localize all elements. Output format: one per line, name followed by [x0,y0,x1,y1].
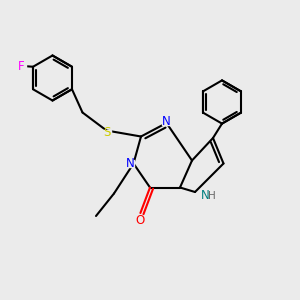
Text: S: S [103,126,110,140]
Bar [136,217,145,224]
Text: N: N [201,189,210,202]
Text: H: H [208,190,215,201]
Bar [17,63,26,70]
Bar [201,192,210,199]
Text: F: F [18,60,25,73]
Bar [162,118,171,125]
Text: O: O [136,214,145,227]
Text: N: N [125,157,134,170]
Text: N: N [162,115,171,128]
Bar [102,130,111,136]
Bar [125,160,134,167]
